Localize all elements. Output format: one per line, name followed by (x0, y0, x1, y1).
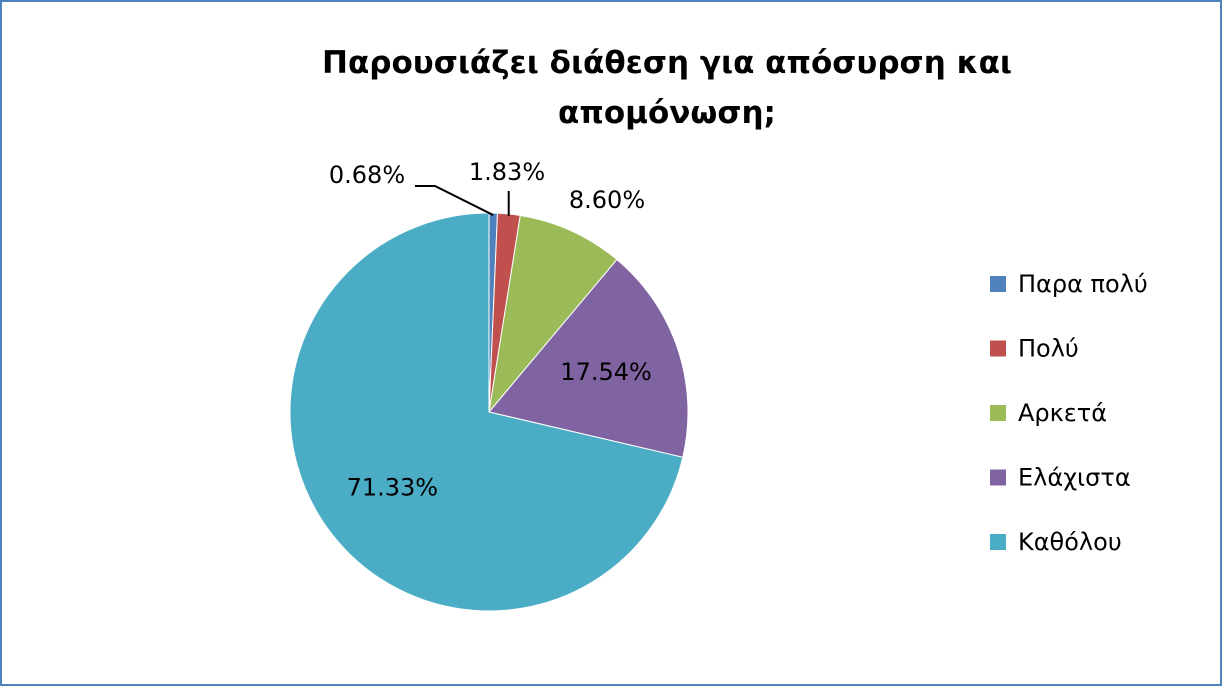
legend-swatch (990, 276, 1006, 292)
legend-swatch (990, 340, 1006, 357)
pie-slice (289, 212, 684, 612)
data-label: 17.54% (560, 358, 652, 386)
leader-line (415, 185, 494, 216)
pie-slice (488, 258, 689, 458)
legend-label: Πολύ (1018, 335, 1079, 363)
data-label: 1.83% (469, 158, 545, 186)
pie-slice (488, 214, 618, 414)
data-label: 71.33% (347, 474, 439, 502)
legend-label: Καθόλου (1018, 528, 1122, 556)
legend-swatch (990, 405, 1006, 421)
legend-label: Παρα πολύ (1018, 270, 1148, 298)
legend-label: Ελάχιστα (1018, 464, 1131, 492)
legend-swatch (990, 534, 1006, 550)
legend-label: Αρκετά (1018, 399, 1107, 427)
data-label: 8.60% (569, 186, 645, 214)
data-label: 0.68% (329, 161, 405, 189)
chart-title: Παρουσιάζει διάθεση για απόσυρση και απο… (322, 45, 1012, 131)
legend-swatch (990, 469, 1006, 486)
